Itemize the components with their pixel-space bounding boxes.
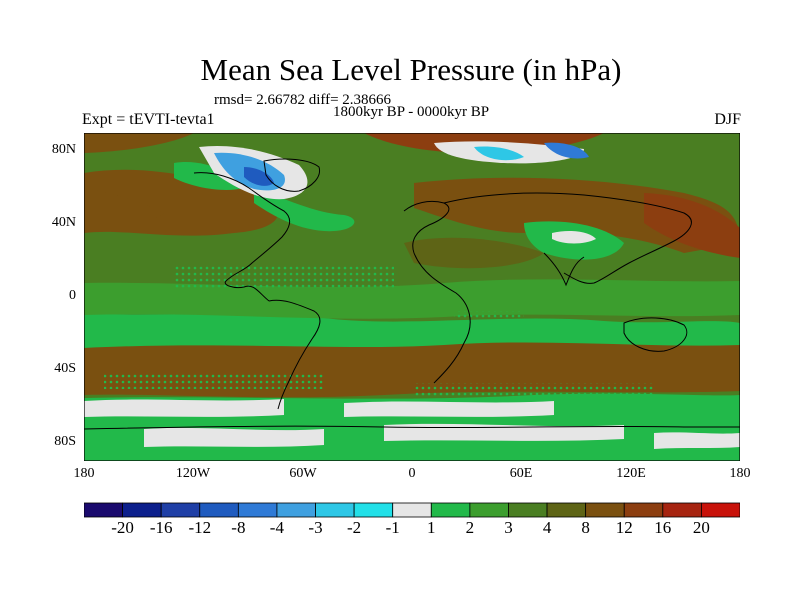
- field-green-tropics-upper: [84, 279, 740, 319]
- field-green-tropics: [84, 313, 740, 348]
- colorbar-label: -3: [308, 518, 323, 537]
- coast-antarctica: [84, 425, 740, 430]
- lon-label-180e: 180: [729, 466, 751, 481]
- colorbar-box: [546, 502, 587, 518]
- lon-label-180w: 180: [73, 466, 95, 481]
- lon-label-120e: 120E: [616, 466, 646, 481]
- coast-india: [543, 252, 585, 287]
- colorbar-label: 3: [504, 518, 513, 537]
- colorbar-label: 4: [542, 518, 552, 537]
- field-brown-sahara: [404, 237, 544, 269]
- colorbar-label: 20: [692, 518, 710, 537]
- field-blue-siberia: [544, 142, 589, 159]
- lat-label-80n: 80N: [51, 142, 76, 157]
- lon-label-120w: 120W: [175, 466, 211, 481]
- lon-label-60w: 60W: [289, 466, 317, 481]
- field-neutral-antarctic-1: [84, 399, 284, 417]
- coast-south-america: [268, 299, 321, 410]
- colorbar-label: 2: [465, 518, 475, 537]
- pressure-anomaly-map: [84, 133, 740, 461]
- colorbar-box: [469, 502, 509, 518]
- field-neutral-tibet: [552, 231, 596, 244]
- colorbar-box: [199, 502, 239, 518]
- stipple-southpac: [104, 373, 324, 389]
- colorbar-label: 12: [615, 518, 633, 537]
- colorbar-box: [353, 502, 394, 518]
- plot-title: Mean Sea Level Pressure (in hPa): [200, 52, 622, 87]
- colorbar-box: [160, 502, 201, 518]
- coastlines: [84, 158, 740, 430]
- field-neutral-antarctic-5: [654, 432, 740, 449]
- colorbar-box: [623, 502, 664, 518]
- colorbar-box: [122, 502, 162, 518]
- colorbar-box: [276, 502, 316, 518]
- lat-label-40s: 40S: [54, 361, 76, 376]
- season-label: DJF: [714, 111, 741, 128]
- colorbar-box: [84, 502, 123, 518]
- colorbar-box: [508, 502, 548, 518]
- lon-label-0: 0: [408, 466, 416, 481]
- colorbar-label: -16: [149, 518, 173, 537]
- lat-label-0: 0: [69, 288, 76, 303]
- time-range-subtitle: 1800kyr BP - 0000kyr BP: [332, 104, 490, 120]
- contour-fields: [84, 133, 740, 461]
- lon-label-60e: 60E: [509, 466, 533, 481]
- colorbar-label: 8: [581, 518, 590, 537]
- experiment-label: Expt = tEVTI-tevta1: [82, 111, 215, 128]
- coast-greenland: [263, 158, 321, 192]
- stipple-southern: [414, 383, 654, 397]
- colorbar-label: -2: [347, 518, 362, 537]
- coast-australia: [623, 317, 688, 352]
- colorbar-label: -4: [269, 518, 284, 537]
- stipple-indian: [454, 311, 524, 341]
- field-deepblue-greenland: [244, 167, 274, 186]
- field-brown-npac-east: [644, 193, 740, 258]
- field-neutral-antarctic-4: [384, 423, 624, 441]
- stipple-tropics: [174, 265, 394, 289]
- colorbar-label: -8: [231, 518, 246, 537]
- colorbar: [84, 502, 740, 518]
- coast-north-america: [193, 172, 291, 302]
- colorbar-boxes: [84, 502, 740, 518]
- colorbar-box: [237, 502, 278, 518]
- colorbar-label: -1: [385, 518, 400, 537]
- colorbar-box: [701, 502, 740, 518]
- colorbar-label: 1: [427, 518, 436, 537]
- field-brown-arctic-west: [84, 133, 194, 153]
- field-brown-npacific: [84, 188, 164, 224]
- colorbar-box: [430, 502, 471, 518]
- field-cyan-scandinavia: [474, 146, 524, 161]
- rmsd-diff-stats: rmsd= 2.66782 diff= 2.38666: [214, 92, 392, 108]
- coast-asia: [443, 192, 692, 284]
- colorbar-box: [315, 502, 355, 518]
- field-neutral-antarctic-2: [344, 401, 554, 417]
- colorbar-box: [585, 502, 625, 518]
- field-neutral-antarctic-3: [144, 427, 324, 447]
- colorbar-box: [662, 502, 702, 518]
- lat-label-40n: 40N: [51, 215, 76, 230]
- field-green-nw: [174, 162, 244, 190]
- colorbar-label: -12: [188, 518, 212, 537]
- colorbar-label: -20: [111, 518, 134, 537]
- colorbar-box: [392, 502, 432, 518]
- colorbar-label: 16: [654, 518, 672, 537]
- lat-label-80s: 80S: [54, 434, 76, 449]
